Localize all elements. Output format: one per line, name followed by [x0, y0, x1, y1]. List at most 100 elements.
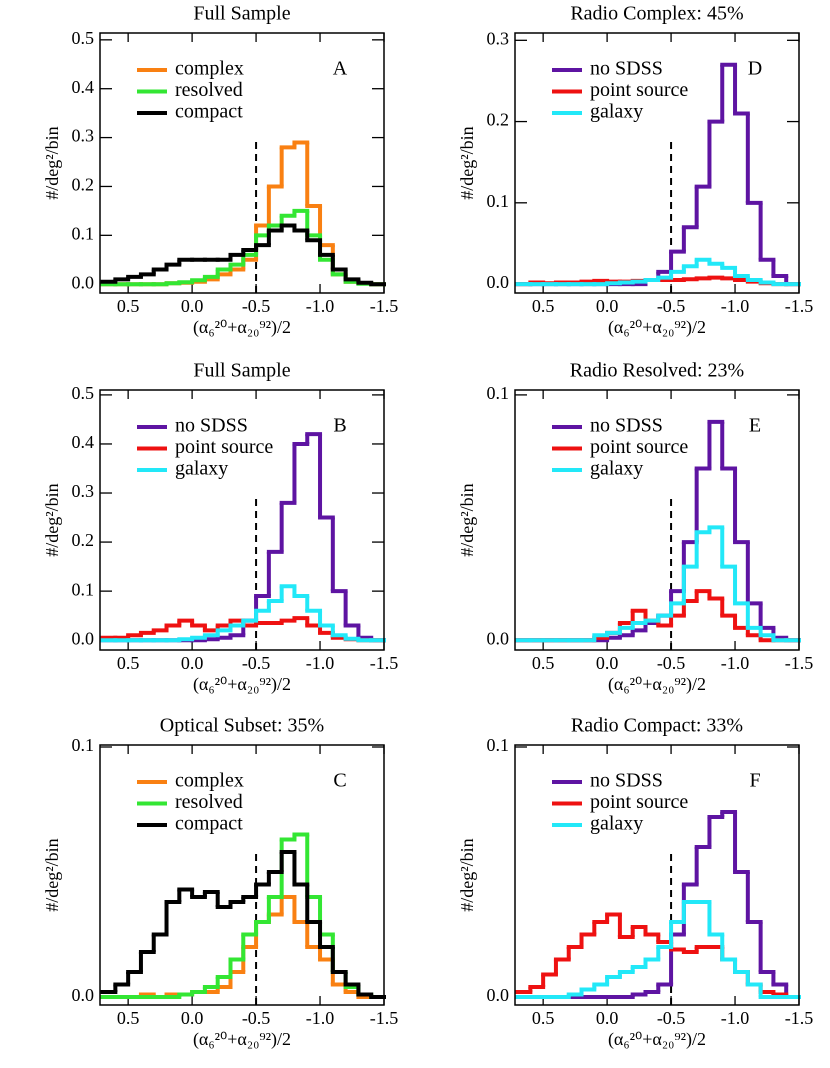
x-tick-label: 0.0: [596, 296, 619, 316]
x-tick-label: -1.5: [370, 1008, 399, 1028]
legend-label: complex: [175, 58, 244, 80]
x-tick-label: 0.0: [181, 296, 204, 316]
y-tick-label: 0.3: [487, 28, 510, 48]
axes-frame: [99, 32, 385, 294]
x-tick-label: -0.5: [657, 653, 686, 673]
x-tick-label: 0.5: [117, 1008, 140, 1028]
axes-frame: [514, 389, 800, 651]
y-tick-label: 0.4: [72, 432, 95, 452]
legend-label: point source: [590, 436, 688, 458]
y-tick-label: 0.2: [72, 530, 95, 550]
x-axis-label: (α₆²⁰+α₂₀⁹²)/2: [193, 317, 291, 338]
legend-label: point source: [590, 79, 688, 101]
legend-label: resolved: [175, 791, 243, 813]
y-tick-label: 0.5: [72, 28, 95, 48]
x-tick-label: -0.5: [242, 296, 271, 316]
y-tick-label: 0.1: [487, 735, 510, 755]
x-tick-label: -0.5: [657, 296, 686, 316]
panel: Radio Resolved: 23% (α₆²⁰+α₂₀⁹²)/2 #/deg²/…: [457, 360, 813, 696]
legend-label: no SDSS: [590, 58, 663, 80]
y-axis-label: #/deg²/bin: [42, 838, 62, 911]
legend-label: no SDSS: [590, 770, 663, 792]
x-tick-label: -1.5: [785, 653, 814, 673]
axes-frame: [99, 744, 385, 1006]
legend-label: no SDSS: [590, 415, 663, 437]
panel: Radio Complex: 45% (α₆²⁰+α₂₀⁹²)/2 #/deg²/b…: [457, 3, 813, 339]
x-axis-label: (α₆²⁰+α₂₀⁹²)/2: [608, 317, 706, 338]
x-tick-label: -1.0: [721, 296, 750, 316]
x-tick-label: -0.5: [242, 653, 271, 673]
y-tick-label: 0.2: [72, 175, 95, 195]
legend-label: galaxy: [175, 458, 228, 480]
y-tick-label: 0.0: [72, 628, 95, 648]
x-tick-label: 0.5: [532, 1008, 555, 1028]
panel-title: Radio Resolved: 23%: [570, 360, 744, 382]
y-axis-label: #/deg²/bin: [42, 126, 62, 199]
y-tick-label: 0.3: [72, 126, 95, 146]
x-axis-label: (α₆²⁰+α₂₀⁹²)/2: [193, 1029, 291, 1050]
y-axis-label: #/deg²/bin: [457, 838, 477, 911]
x-axis-label: (α₆²⁰+α₂₀⁹²)/2: [608, 1029, 706, 1050]
x-tick-label: -1.5: [785, 296, 814, 316]
panel-title: Optical Subset: 35%: [160, 715, 324, 737]
y-tick-label: 0.0: [487, 985, 510, 1005]
panel-letter: F: [749, 770, 760, 792]
legend-label: galaxy: [590, 813, 643, 835]
x-tick-label: 0.0: [181, 653, 204, 673]
panel-letter: C: [333, 770, 346, 792]
x-tick-label: -1.0: [306, 653, 335, 673]
legend-label: galaxy: [590, 101, 643, 123]
y-tick-label: 0.0: [487, 272, 510, 292]
axes-frame: [514, 32, 800, 294]
panel: Full Sample (α₆²⁰+α₂₀⁹²)/2 #/deg²/bin 0.5 0.…: [42, 3, 398, 339]
panel: Radio Compact: 33% (α₆²⁰+α₂₀⁹²)/2 #/deg²/b…: [457, 715, 813, 1051]
axes-frame: [514, 744, 800, 1006]
y-tick-label: 0.0: [72, 985, 95, 1005]
x-tick-label: 0.5: [117, 296, 140, 316]
y-tick-label: 0.1: [72, 223, 95, 243]
y-tick-label: 0.1: [487, 383, 510, 403]
y-axis-label: #/deg²/bin: [42, 483, 62, 556]
y-tick-label: 0.1: [72, 579, 95, 599]
panel-title: Full Sample: [193, 360, 290, 382]
axes-frame: [99, 389, 385, 651]
x-tick-label: -0.5: [242, 1008, 271, 1028]
y-tick-label: 0.0: [72, 272, 95, 292]
x-axis-label: (α₆²⁰+α₂₀⁹²)/2: [193, 674, 291, 695]
legend-label: resolved: [175, 79, 243, 101]
x-tick-label: 0.0: [181, 1008, 204, 1028]
legend-label: point source: [590, 791, 688, 813]
x-tick-label: -1.0: [306, 296, 335, 316]
legend-label: compact: [175, 101, 243, 123]
y-tick-label: 0.4: [72, 77, 95, 97]
panel: Optical Subset: 35% (α₆²⁰+α₂₀⁹²)/2 #/deg²/…: [42, 715, 398, 1051]
x-tick-label: 0.5: [117, 653, 140, 673]
legend-label: no SDSS: [175, 415, 248, 437]
x-tick-label: -0.5: [657, 1008, 686, 1028]
panel: Full Sample (α₆²⁰+α₂₀⁹²)/2 #/deg²/bin 0.5 0.…: [42, 360, 398, 696]
legend-label: galaxy: [590, 458, 643, 480]
x-tick-label: -1.5: [370, 296, 399, 316]
y-tick-label: 0.0: [487, 628, 510, 648]
x-tick-label: -1.5: [785, 1008, 814, 1028]
y-tick-label: 0.1: [487, 191, 510, 211]
legend-label: complex: [175, 770, 244, 792]
y-tick-label: 0.1: [72, 735, 95, 755]
panel-title: Full Sample: [193, 3, 290, 25]
panel-letter: A: [333, 58, 348, 80]
x-axis-label: (α₆²⁰+α₂₀⁹²)/2: [608, 674, 706, 695]
x-tick-label: -1.0: [306, 1008, 335, 1028]
x-tick-label: -1.0: [721, 1008, 750, 1028]
x-tick-label: 0.0: [596, 653, 619, 673]
y-tick-label: 0.3: [72, 481, 95, 501]
panel-letter: D: [748, 58, 762, 80]
panel-letter: B: [333, 415, 346, 437]
y-axis-label: #/deg²/bin: [457, 483, 477, 556]
x-tick-label: 0.0: [596, 1008, 619, 1028]
panel-title: Radio Compact: 33%: [571, 715, 743, 737]
x-tick-label: 0.5: [532, 296, 555, 316]
y-axis-label: #/deg²/bin: [457, 126, 477, 199]
panel-letter: E: [749, 415, 761, 437]
y-tick-label: 0.2: [487, 110, 510, 130]
